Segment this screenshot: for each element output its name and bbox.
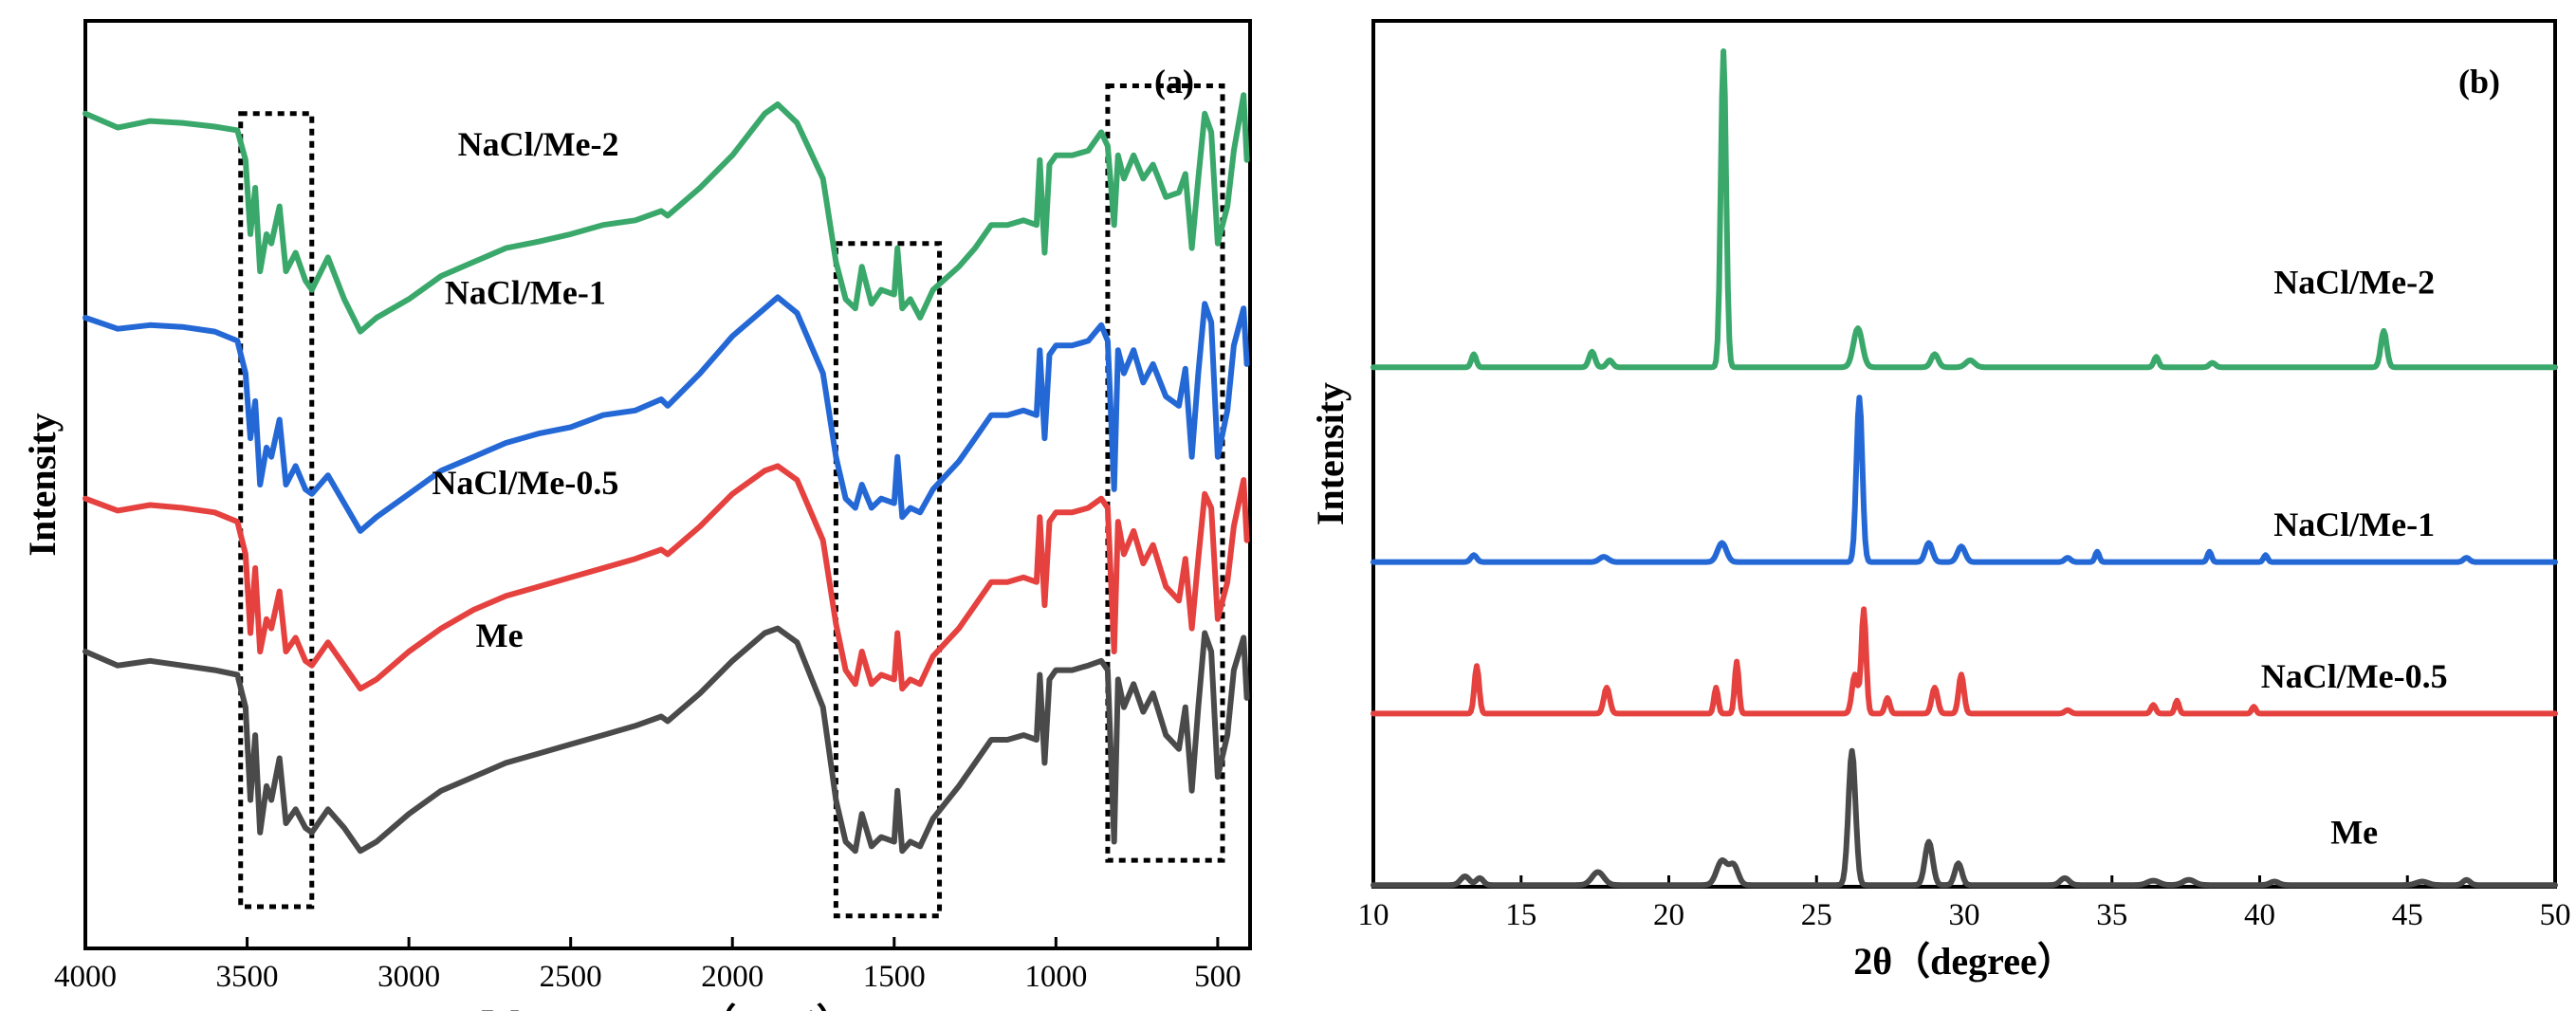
series-label-me: Me xyxy=(2330,813,2378,851)
x-axis-title: 2θ（degree） xyxy=(1853,940,2074,983)
series-line-nacl-me-0-5 xyxy=(83,463,1250,692)
series-label-nacl-me-0-5: NaCl/Me-0.5 xyxy=(432,464,618,502)
series-label-nacl-me-2: NaCl/Me-2 xyxy=(2273,264,2435,302)
series-label-nacl-me-1: NaCl/Me-1 xyxy=(2273,506,2435,543)
series-line-nacl-me-0-5 xyxy=(1371,606,2558,717)
x-tick-label: 45 xyxy=(2392,898,2423,932)
dotted-box-1 xyxy=(238,111,315,910)
series-line-nacl-me-1 xyxy=(83,294,1250,534)
x-tick-label: 15 xyxy=(1505,898,1536,932)
dotted-box-3 xyxy=(1105,83,1225,863)
x-tick-label: 4000 xyxy=(54,960,117,994)
x-tick-label: 2500 xyxy=(540,960,602,994)
series-line-me xyxy=(83,625,1250,855)
y-axis-title: Intensity xyxy=(1309,382,1352,525)
plot-frame xyxy=(1371,19,2557,889)
panel-tag: (a) xyxy=(1154,63,1194,101)
x-tick-label: 50 xyxy=(2540,898,2571,932)
panel-b: 10 15 20 25 30 35 40 45 50 2θ（degree） Intensity (b)… xyxy=(1309,19,2571,983)
x-axis-title: Wavenumver（cm⁻¹） xyxy=(481,1002,854,1011)
x-tick-label: 30 xyxy=(1949,898,1980,932)
series-label-nacl-me-2: NaCl/Me-2 xyxy=(458,125,619,163)
series-line-nacl-me-2 xyxy=(83,92,1250,335)
series-line-nacl-me-1 xyxy=(1371,395,2558,565)
x-tick-label: 20 xyxy=(1653,898,1684,932)
y-axis-title: Intensity xyxy=(21,413,64,556)
x-tick-label: 1500 xyxy=(863,960,926,994)
panel-tag: (b) xyxy=(2458,63,2500,101)
x-tick-label: 500 xyxy=(1194,960,1242,994)
series-label-nacl-me-1: NaCl/Me-1 xyxy=(445,273,606,311)
series-label-nacl-me-0-5: NaCl/Me-0.5 xyxy=(2261,657,2448,695)
panel-a: 4000 3500 3000 2500 2000 1500 1000 500 Wavenumve… xyxy=(21,19,1252,1011)
x-tick-label: 10 xyxy=(1358,898,1389,932)
x-tick-label: 2000 xyxy=(701,960,764,994)
plot-frame xyxy=(83,19,1252,950)
x-tick-label: 25 xyxy=(1801,898,1832,932)
x-tick-label: 40 xyxy=(2244,898,2275,932)
x-tick-label: 35 xyxy=(2096,898,2127,932)
series-line-nacl-me-2 xyxy=(1371,48,2558,371)
series-label-me: Me xyxy=(476,616,524,654)
x-tick-label: 3500 xyxy=(216,960,279,994)
x-tick-label: 1000 xyxy=(1024,960,1087,994)
x-tick-label: 3000 xyxy=(377,960,440,994)
series-line-me xyxy=(1371,747,2558,889)
dotted-box-2 xyxy=(833,241,943,919)
